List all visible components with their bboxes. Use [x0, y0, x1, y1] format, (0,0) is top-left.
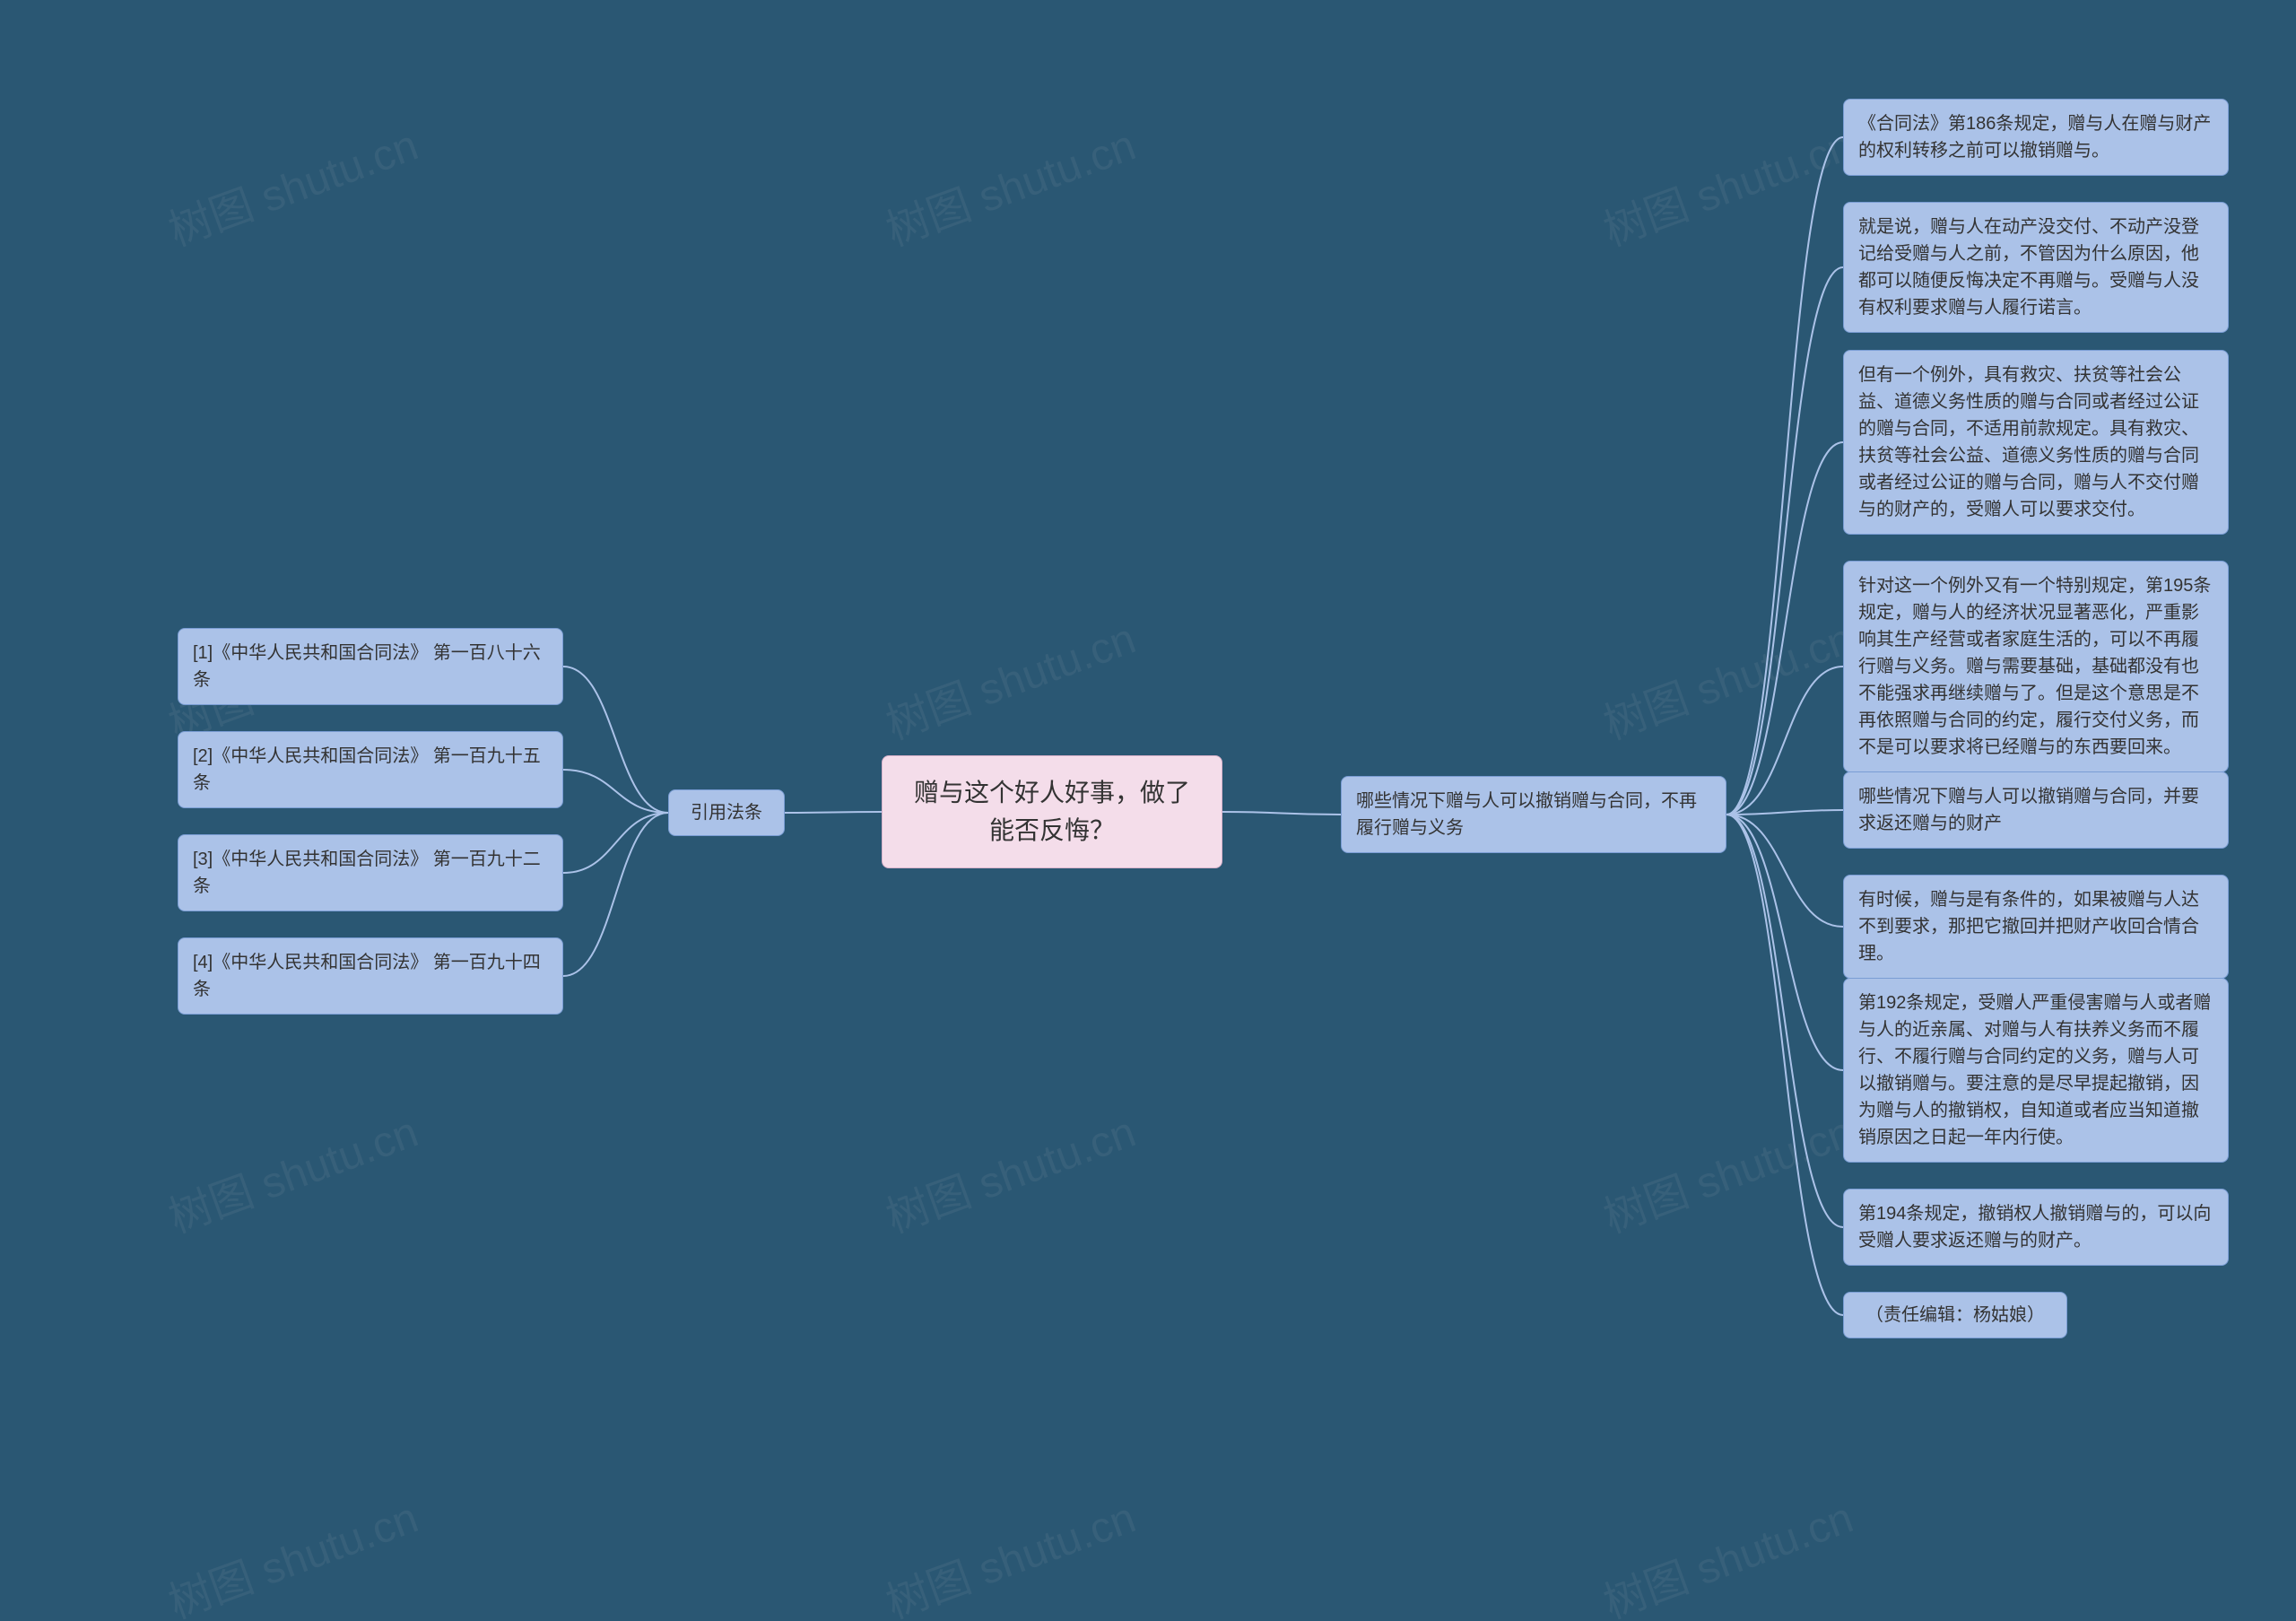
- mindmap-node-r2[interactable]: 就是说，赠与人在动产没交付、不动产没登记给受赠与人之前，不管因为什么原因，他都可…: [1843, 202, 2229, 333]
- mindmap-node-r4[interactable]: 针对这一个例外又有一个特别规定，第195条规定，赠与人的经济状况显著恶化，严重影…: [1843, 561, 2229, 772]
- mindmap-node-r9[interactable]: （责任编辑：杨姑娘）: [1843, 1292, 2067, 1338]
- node-label: [1]《中华人民共和国合同法》 第一百八十六条: [193, 640, 548, 693]
- node-label: 但有一个例外，具有救灾、扶贫等社会公益、道德义务性质的赠与合同或者经过公证的赠与…: [1858, 362, 2213, 523]
- node-label: 哪些情况下赠与人可以撤销赠与合同，不再履行赠与义务: [1356, 788, 1711, 841]
- mindmap-node-r6[interactable]: 有时候，赠与是有条件的，如果被赠与人达不到要求，那把它撤回并把财产收回合情合理。: [1843, 875, 2229, 979]
- node-label: [3]《中华人民共和国合同法》 第一百九十二条: [193, 846, 548, 900]
- node-label: [2]《中华人民共和国合同法》 第一百九十五条: [193, 743, 548, 797]
- node-label: 《合同法》第186条规定，赠与人在赠与财产的权利转移之前可以撤销赠与。: [1858, 110, 2213, 164]
- node-label: 引用法条: [691, 799, 762, 826]
- mindmap-node-r3[interactable]: 但有一个例外，具有救灾、扶贫等社会公益、道德义务性质的赠与合同或者经过公证的赠与…: [1843, 350, 2229, 535]
- mindmap-node-r1[interactable]: 《合同法》第186条规定，赠与人在赠与财产的权利转移之前可以撤销赠与。: [1843, 99, 2229, 176]
- node-label: 就是说，赠与人在动产没交付、不动产没登记给受赠与人之前，不管因为什么原因，他都可…: [1858, 214, 2213, 321]
- mindmap-node-r7[interactable]: 第192条规定，受赠人严重侵害赠与人或者赠与人的近亲属、对赠与人有扶养义务而不履…: [1843, 978, 2229, 1163]
- mindmap-node-l3[interactable]: [3]《中华人民共和国合同法》 第一百九十二条: [178, 834, 563, 911]
- node-label: 针对这一个例外又有一个特别规定，第195条规定，赠与人的经济状况显著恶化，严重影…: [1858, 572, 2213, 761]
- mindmap-node-right_hub[interactable]: 哪些情况下赠与人可以撤销赠与合同，不再履行赠与义务: [1341, 776, 1726, 853]
- mindmap-node-r8[interactable]: 第194条规定，撤销权人撤销赠与的，可以向受赠人要求返还赠与的财产。: [1843, 1189, 2229, 1266]
- node-label: 第194条规定，撤销权人撤销赠与的，可以向受赠人要求返还赠与的财产。: [1858, 1200, 2213, 1254]
- mindmap-node-l2[interactable]: [2]《中华人民共和国合同法》 第一百九十五条: [178, 731, 563, 808]
- mindmap-node-l1[interactable]: [1]《中华人民共和国合同法》 第一百八十六条: [178, 628, 563, 705]
- node-label: （责任编辑：杨姑娘）: [1866, 1302, 2045, 1329]
- mindmap-node-root[interactable]: 赠与这个好人好事，做了能否反悔？: [882, 755, 1222, 868]
- mindmap-node-left_hub[interactable]: 引用法条: [668, 789, 785, 836]
- mindmap-node-l4[interactable]: [4]《中华人民共和国合同法》 第一百九十四条: [178, 937, 563, 1015]
- node-layer: 赠与这个好人好事，做了能否反悔？ 引用法条 [1]《中华人民共和国合同法》 第一百八…: [0, 0, 2296, 1621]
- node-label: 赠与这个好人好事，做了能否反悔？: [904, 774, 1200, 850]
- node-label: 哪些情况下赠与人可以撤销赠与合同，并要求返还赠与的财产: [1858, 783, 2213, 837]
- node-label: 有时候，赠与是有条件的，如果被赠与人达不到要求，那把它撤回并把财产收回合情合理。: [1858, 886, 2213, 967]
- node-label: 第192条规定，受赠人严重侵害赠与人或者赠与人的近亲属、对赠与人有扶养义务而不履…: [1858, 989, 2213, 1151]
- mindmap-node-r5[interactable]: 哪些情况下赠与人可以撤销赠与合同，并要求返还赠与的财产: [1843, 771, 2229, 849]
- node-label: [4]《中华人民共和国合同法》 第一百九十四条: [193, 949, 548, 1003]
